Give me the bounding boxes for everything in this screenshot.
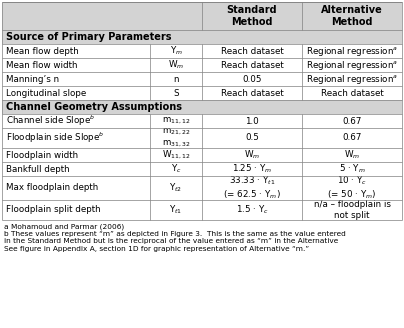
Bar	[2, 100, 402, 114]
Bar	[150, 200, 202, 220]
Bar	[2, 30, 402, 44]
Text: Y$_{t2}$: Y$_{t2}$	[169, 182, 183, 194]
Text: n: n	[173, 74, 179, 84]
Bar	[150, 58, 202, 72]
Text: Bankfull depth: Bankfull depth	[6, 165, 69, 174]
Bar	[2, 86, 150, 100]
Bar	[202, 72, 302, 86]
Text: n/a – floodplain is
not split: n/a – floodplain is not split	[314, 200, 391, 220]
Bar	[150, 148, 202, 162]
Bar	[202, 176, 302, 200]
Text: Regional regression$^a$: Regional regression$^a$	[306, 45, 398, 57]
Bar	[2, 58, 150, 72]
Bar	[2, 128, 150, 148]
Text: m$_{11,12}$: m$_{11,12}$	[162, 116, 190, 126]
Text: Alternative
Method: Alternative Method	[321, 5, 383, 27]
Text: Manning’s n: Manning’s n	[6, 74, 59, 84]
Text: Channel side Slope$^b$: Channel side Slope$^b$	[6, 114, 95, 128]
Text: Reach dataset: Reach dataset	[221, 89, 283, 97]
Bar	[202, 44, 302, 58]
Bar	[2, 72, 150, 86]
Text: S: S	[173, 89, 179, 97]
Bar	[302, 128, 402, 148]
Bar	[302, 176, 402, 200]
Bar	[202, 148, 302, 162]
Bar	[150, 114, 202, 128]
Text: Y$_m$: Y$_m$	[170, 45, 183, 57]
Bar	[202, 162, 302, 176]
Text: Y$_c$: Y$_c$	[170, 163, 181, 175]
Bar	[2, 2, 202, 30]
Text: Mean flow depth: Mean flow depth	[6, 47, 79, 55]
Text: m$_{21,22}$
m$_{31,32}$: m$_{21,22}$ m$_{31,32}$	[162, 127, 190, 149]
Bar	[150, 162, 202, 176]
Bar	[150, 176, 202, 200]
Bar	[302, 86, 402, 100]
Text: Max floodplain depth: Max floodplain depth	[6, 183, 98, 193]
Text: 1.0: 1.0	[245, 116, 259, 126]
Bar	[202, 86, 302, 100]
Text: 10 · Y$_c$
(= 50 · Y$_m$): 10 · Y$_c$ (= 50 · Y$_m$)	[327, 174, 377, 201]
Text: 0.67: 0.67	[342, 133, 362, 142]
Bar	[2, 162, 150, 176]
Bar	[302, 72, 402, 86]
Bar	[302, 58, 402, 72]
Bar	[2, 148, 150, 162]
Text: Y$_{t1}$: Y$_{t1}$	[169, 204, 183, 216]
Text: W$_m$: W$_m$	[344, 149, 360, 161]
Text: 1.5 · Y$_c$: 1.5 · Y$_c$	[236, 204, 269, 216]
Text: Floodplain side Slope$^b$: Floodplain side Slope$^b$	[6, 131, 105, 145]
Bar	[202, 200, 302, 220]
Bar	[302, 44, 402, 58]
Text: Regional regression$^a$: Regional regression$^a$	[306, 58, 398, 72]
Bar	[202, 58, 302, 72]
Text: Floodplain width: Floodplain width	[6, 151, 78, 159]
Bar	[302, 162, 402, 176]
Text: Longitudinal slope: Longitudinal slope	[6, 89, 86, 97]
Text: W$_{11,12}$: W$_{11,12}$	[162, 149, 190, 161]
Bar	[302, 114, 402, 128]
Text: Regional regression$^a$: Regional regression$^a$	[306, 72, 398, 86]
Text: a Mohamoud and Parmar (2006)
b These values represent “m” as depicted in Figure : a Mohamoud and Parmar (2006) b These val…	[4, 223, 346, 252]
Text: Reach dataset: Reach dataset	[221, 60, 283, 70]
Bar	[302, 2, 402, 30]
Bar	[2, 44, 150, 58]
Bar	[150, 44, 202, 58]
Bar	[2, 176, 150, 200]
Bar	[2, 114, 150, 128]
Text: 33.33 · Y$_{t1}$
(= 62.5 · Y$_m$): 33.33 · Y$_{t1}$ (= 62.5 · Y$_m$)	[223, 174, 281, 201]
Bar	[150, 86, 202, 100]
Text: Reach dataset: Reach dataset	[221, 47, 283, 55]
Text: 0.67: 0.67	[342, 116, 362, 126]
Bar	[2, 200, 150, 220]
Text: 0.05: 0.05	[242, 74, 262, 84]
Text: Source of Primary Parameters: Source of Primary Parameters	[6, 32, 172, 42]
Text: W$_m$: W$_m$	[244, 149, 260, 161]
Bar	[202, 2, 302, 30]
Text: Floodplain split depth: Floodplain split depth	[6, 206, 101, 215]
Bar	[302, 148, 402, 162]
Bar	[302, 200, 402, 220]
Text: Mean flow width: Mean flow width	[6, 60, 78, 70]
Text: W$_m$: W$_m$	[168, 59, 184, 71]
Text: 0.5: 0.5	[245, 133, 259, 142]
Text: 5 · Y$_m$: 5 · Y$_m$	[339, 163, 366, 175]
Bar	[202, 114, 302, 128]
Bar	[202, 128, 302, 148]
Text: 1.25 · Y$_m$: 1.25 · Y$_m$	[232, 163, 272, 175]
Text: Channel Geometry Assumptions: Channel Geometry Assumptions	[6, 102, 182, 112]
Text: Reach dataset: Reach dataset	[321, 89, 383, 97]
Text: Standard
Method: Standard Method	[227, 5, 277, 27]
Bar	[150, 128, 202, 148]
Bar	[150, 72, 202, 86]
